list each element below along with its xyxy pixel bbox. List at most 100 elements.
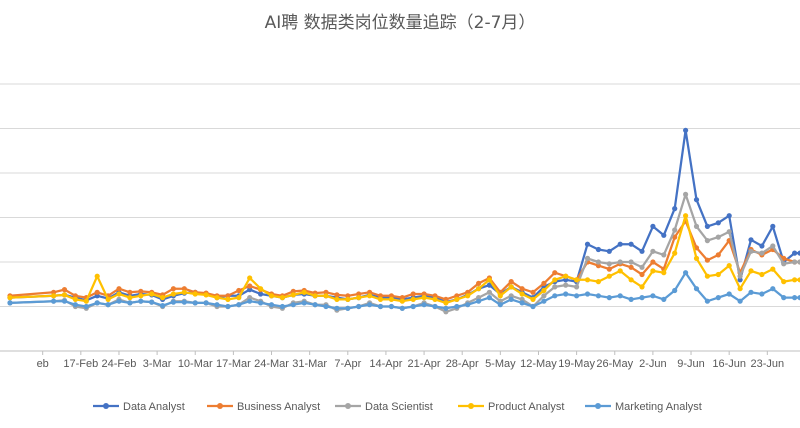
data-point bbox=[726, 263, 732, 269]
data-point bbox=[574, 284, 580, 290]
data-point bbox=[606, 295, 612, 301]
data-point bbox=[595, 293, 602, 299]
data-point bbox=[650, 259, 656, 265]
data-point bbox=[138, 288, 144, 294]
data-point bbox=[443, 300, 449, 306]
data-point bbox=[312, 302, 318, 308]
data-point bbox=[225, 303, 231, 310]
data-point bbox=[258, 291, 264, 297]
data-point bbox=[661, 270, 667, 276]
data-point bbox=[661, 252, 667, 258]
data-point bbox=[606, 261, 612, 267]
data-point bbox=[693, 255, 700, 261]
data-point bbox=[704, 298, 711, 304]
data-point bbox=[268, 293, 275, 299]
data-point bbox=[247, 287, 253, 293]
data-point bbox=[552, 270, 558, 276]
data-point bbox=[704, 238, 711, 244]
data-point bbox=[279, 303, 285, 310]
data-point bbox=[770, 286, 776, 292]
data-point bbox=[225, 296, 231, 302]
data-point bbox=[650, 293, 656, 299]
data-point bbox=[465, 293, 471, 299]
data-point bbox=[530, 289, 536, 295]
x-tick-label: eb bbox=[37, 358, 49, 370]
data-point bbox=[279, 295, 285, 301]
data-point bbox=[584, 241, 591, 247]
data-point bbox=[377, 303, 384, 310]
data-point bbox=[486, 295, 492, 301]
data-point bbox=[508, 296, 514, 302]
data-point bbox=[781, 295, 787, 301]
data-point bbox=[367, 302, 373, 308]
data-point bbox=[454, 293, 460, 299]
data-point bbox=[606, 248, 612, 254]
x-tick-label: 2-Jun bbox=[639, 358, 667, 370]
data-point bbox=[595, 259, 602, 265]
legend-item: Data Scientist bbox=[335, 401, 433, 413]
data-point bbox=[617, 259, 623, 265]
data-point bbox=[748, 237, 754, 243]
data-point bbox=[236, 295, 242, 301]
data-point bbox=[541, 287, 547, 294]
data-point bbox=[486, 282, 492, 288]
data-point bbox=[617, 241, 623, 247]
data-point bbox=[105, 302, 111, 308]
legend-swatch-marker bbox=[217, 403, 223, 409]
data-point bbox=[715, 252, 721, 258]
data-point bbox=[683, 213, 689, 219]
data-point bbox=[105, 296, 111, 302]
x-tick-label: 14-Apr bbox=[369, 358, 402, 370]
data-point bbox=[334, 305, 340, 311]
chart-title: AI聘 数据类岗位数量追踪（2-7月） bbox=[265, 13, 536, 33]
data-point bbox=[72, 302, 78, 308]
data-point bbox=[356, 295, 362, 301]
data-point bbox=[672, 206, 678, 212]
x-tick-label: 12-May bbox=[520, 358, 557, 370]
data-point bbox=[508, 284, 514, 290]
data-point bbox=[748, 289, 754, 295]
data-point bbox=[639, 264, 645, 270]
data-point bbox=[290, 292, 296, 298]
x-tick-label: 16-Jun bbox=[712, 358, 746, 370]
data-point bbox=[639, 248, 645, 254]
data-point bbox=[421, 291, 427, 297]
series-product-analyst bbox=[7, 213, 800, 306]
data-point bbox=[650, 248, 656, 254]
data-point bbox=[726, 213, 732, 219]
data-point bbox=[797, 250, 800, 256]
data-point bbox=[356, 303, 362, 310]
data-point bbox=[334, 296, 340, 302]
data-point bbox=[388, 296, 394, 302]
data-point bbox=[759, 291, 765, 297]
data-point bbox=[160, 295, 166, 301]
gridlines bbox=[0, 83, 800, 352]
data-point bbox=[181, 286, 187, 292]
data-point bbox=[247, 283, 253, 289]
data-point bbox=[519, 291, 525, 297]
data-point bbox=[737, 298, 743, 304]
data-point bbox=[672, 287, 678, 294]
data-point bbox=[737, 277, 743, 283]
data-point bbox=[628, 241, 634, 247]
data-point bbox=[715, 271, 721, 278]
x-tick-label: 24-Feb bbox=[102, 358, 137, 370]
data-point bbox=[116, 286, 122, 292]
data-point bbox=[530, 303, 536, 310]
data-point bbox=[476, 280, 482, 286]
data-point bbox=[388, 293, 394, 299]
data-point bbox=[617, 293, 623, 299]
legend-item: Data Analyst bbox=[93, 401, 185, 413]
data-point bbox=[83, 303, 89, 310]
x-tick-label: 19-May bbox=[558, 358, 595, 370]
data-point bbox=[704, 273, 711, 279]
data-point bbox=[476, 286, 482, 292]
data-point bbox=[138, 293, 144, 299]
legend-label: Data Analyst bbox=[123, 401, 185, 413]
data-point bbox=[192, 300, 198, 306]
data-point bbox=[421, 302, 427, 308]
data-point bbox=[639, 284, 645, 290]
data-point bbox=[792, 277, 798, 283]
data-point bbox=[149, 299, 155, 305]
data-point bbox=[541, 293, 547, 299]
